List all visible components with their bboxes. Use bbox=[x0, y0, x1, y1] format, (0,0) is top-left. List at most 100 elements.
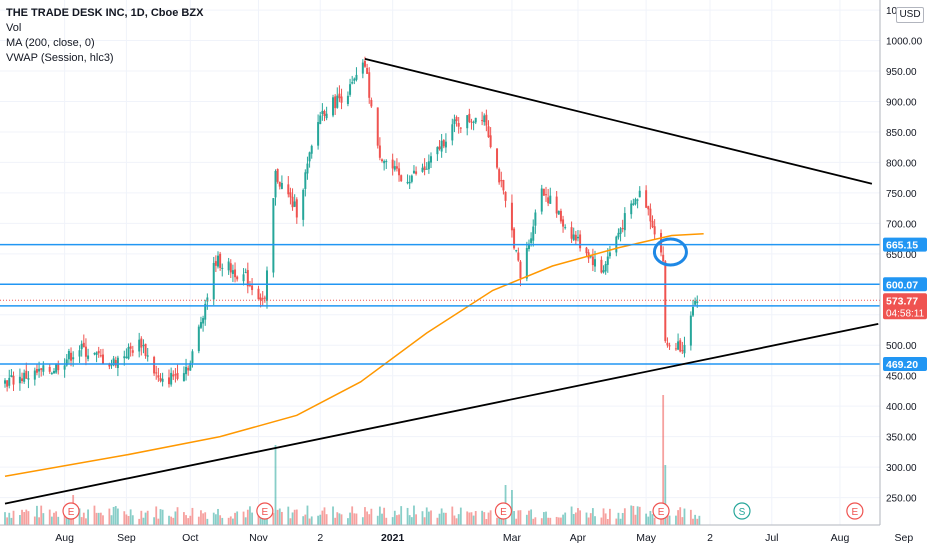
volume-bar bbox=[525, 514, 528, 525]
volume-bar bbox=[472, 515, 475, 525]
x-tick-label: Oct bbox=[182, 532, 198, 544]
svg-text:600.07: 600.07 bbox=[886, 279, 918, 291]
candle-body bbox=[383, 161, 386, 164]
volume-bar bbox=[679, 507, 682, 525]
split-marker: S bbox=[733, 502, 751, 520]
candle-body bbox=[21, 378, 24, 382]
candle-body bbox=[557, 210, 560, 215]
legend-ma200[interactable]: MA (200, close, 0) bbox=[6, 37, 95, 49]
candle-body bbox=[498, 169, 501, 183]
currency-badge[interactable]: USD bbox=[896, 7, 924, 23]
candle-body bbox=[689, 315, 692, 346]
volume-bar bbox=[489, 510, 492, 525]
volume-bar bbox=[689, 509, 692, 525]
volume-bar bbox=[229, 516, 232, 525]
volume-bar bbox=[438, 513, 441, 525]
volume-bar bbox=[40, 505, 43, 525]
volume-bar bbox=[317, 515, 320, 525]
volume-bar bbox=[615, 518, 618, 525]
candle-body bbox=[547, 197, 550, 204]
candle-body bbox=[217, 255, 219, 267]
volume-bar bbox=[455, 518, 458, 525]
candle-body bbox=[146, 355, 149, 357]
candle-body bbox=[525, 248, 528, 279]
volume-bar bbox=[385, 517, 388, 525]
candle-body bbox=[630, 203, 633, 215]
candle-body bbox=[214, 261, 217, 266]
volume-bar bbox=[234, 512, 236, 525]
candle-body bbox=[681, 350, 684, 352]
volume-bar bbox=[589, 513, 592, 525]
candle-body bbox=[242, 274, 245, 282]
candle-body bbox=[278, 181, 281, 187]
candle-body bbox=[632, 203, 635, 205]
volume-bar bbox=[366, 511, 368, 525]
volume-bar bbox=[515, 518, 518, 525]
volume-bar bbox=[27, 511, 30, 525]
candle-body bbox=[334, 96, 337, 109]
candle-body bbox=[304, 172, 307, 189]
candle-body bbox=[140, 338, 143, 348]
volume-bar bbox=[683, 508, 686, 525]
candle-body bbox=[555, 196, 558, 214]
candle-body bbox=[398, 168, 401, 176]
candle-body bbox=[410, 175, 413, 182]
legend-volume[interactable]: Vol bbox=[6, 22, 22, 34]
candle-body bbox=[23, 372, 26, 382]
candle-body bbox=[415, 171, 418, 174]
candle-body bbox=[679, 340, 682, 352]
volume-bar bbox=[191, 507, 194, 525]
symbol-title[interactable]: THE TRADE DESK INC, 1D, Cboe BZX bbox=[6, 7, 204, 19]
volume-bar bbox=[498, 512, 501, 525]
volume-bar bbox=[606, 518, 609, 525]
y-tick-label: 450.00 bbox=[886, 372, 917, 383]
volume-bar bbox=[591, 508, 594, 525]
candle-body bbox=[534, 212, 537, 226]
volume-bar bbox=[664, 465, 667, 525]
candle-body bbox=[376, 107, 379, 146]
candle-body bbox=[138, 339, 141, 352]
candle-body bbox=[451, 124, 454, 141]
volume-bar bbox=[217, 508, 219, 525]
volume-bar bbox=[600, 517, 603, 525]
volume-bar bbox=[68, 515, 70, 525]
x-tick-label: Apr bbox=[570, 532, 587, 544]
candle-body bbox=[438, 146, 441, 150]
candle-body bbox=[385, 160, 388, 162]
candle-body bbox=[427, 161, 430, 170]
candle-body bbox=[153, 357, 156, 374]
volume-bar bbox=[353, 513, 356, 525]
candle-body bbox=[696, 301, 699, 303]
volume-bar bbox=[85, 518, 87, 525]
candle-body bbox=[261, 298, 264, 300]
volume-bar bbox=[370, 508, 373, 525]
volume-bar bbox=[653, 517, 656, 525]
legend-vwap[interactable]: VWAP (Session, hlc3) bbox=[6, 52, 114, 64]
volume-bar bbox=[557, 517, 560, 525]
candle-body bbox=[95, 352, 98, 355]
volume-bar bbox=[376, 515, 379, 525]
candle-body bbox=[606, 256, 609, 265]
y-tick-label: 900.00 bbox=[886, 97, 917, 108]
volume-bar bbox=[144, 512, 147, 525]
volume-bar bbox=[155, 506, 158, 525]
candle-body bbox=[519, 261, 522, 279]
volume-bar bbox=[189, 515, 192, 525]
volume-bar bbox=[57, 516, 60, 525]
volume-bar bbox=[540, 518, 543, 525]
volume-bar bbox=[562, 514, 564, 525]
volume-bar bbox=[302, 516, 305, 525]
x-tick-label: May bbox=[636, 532, 657, 544]
y-tick-label: 300.00 bbox=[886, 463, 917, 474]
volume-bars bbox=[4, 395, 701, 525]
volume-bar bbox=[278, 508, 281, 525]
volume-bar bbox=[78, 508, 81, 525]
x-tick-label: Jul bbox=[765, 532, 778, 544]
volume-bar bbox=[585, 512, 588, 525]
volume-bar bbox=[577, 508, 579, 525]
volume-bar bbox=[153, 517, 155, 525]
svg-text:665.15: 665.15 bbox=[886, 240, 918, 252]
volume-bar bbox=[594, 516, 596, 525]
volume-bar bbox=[570, 506, 573, 525]
